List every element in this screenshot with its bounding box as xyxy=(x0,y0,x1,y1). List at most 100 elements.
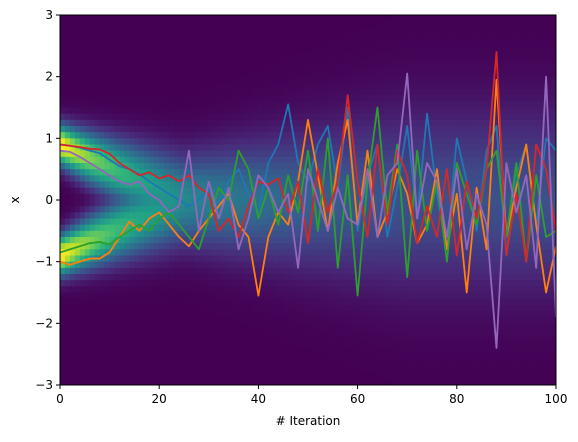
heatmap-cell xyxy=(461,341,468,349)
heatmap-cell xyxy=(436,82,443,90)
heatmap-cell xyxy=(84,249,91,257)
heatmap-cell xyxy=(312,218,319,226)
heatmap-cell xyxy=(60,27,66,35)
heatmap-cell xyxy=(362,76,369,84)
heatmap-cell xyxy=(184,206,190,213)
heatmap-cell xyxy=(427,237,433,244)
heatmap-cell xyxy=(377,360,383,368)
heatmap-cell xyxy=(367,119,374,127)
heatmap-cell xyxy=(223,366,230,374)
heatmap-cell xyxy=(387,70,393,78)
heatmap-cell xyxy=(263,212,269,220)
heatmap-cell xyxy=(69,292,76,300)
heatmap-cell xyxy=(446,89,453,96)
heatmap-cell xyxy=(114,76,121,84)
heatmap-cell xyxy=(119,323,126,331)
heatmap-cell xyxy=(466,206,473,213)
heatmap-cell xyxy=(352,175,359,183)
heatmap-cell xyxy=(461,107,468,115)
heatmap-cell xyxy=(218,286,225,294)
heatmap-cell xyxy=(466,163,473,170)
heatmap-cell xyxy=(179,169,185,176)
heatmap-cell xyxy=(94,45,101,53)
heatmap-cell xyxy=(164,144,170,152)
heatmap-cell xyxy=(223,163,230,170)
heatmap-cell xyxy=(407,341,413,349)
heatmap-cell xyxy=(288,323,294,331)
heatmap-cell xyxy=(149,45,155,53)
heatmap-cell xyxy=(432,33,438,41)
heatmap-cell xyxy=(84,113,91,121)
heatmap-cell xyxy=(332,218,339,226)
heatmap-cell xyxy=(317,249,324,257)
heatmap-cell xyxy=(382,335,388,343)
heatmap-cell xyxy=(124,156,131,164)
heatmap-cell xyxy=(332,181,339,189)
heatmap-cell xyxy=(377,230,383,238)
heatmap-cell xyxy=(332,298,339,306)
heatmap-cell xyxy=(69,126,76,133)
heatmap-cell xyxy=(134,261,140,269)
heatmap-cell xyxy=(154,187,160,195)
heatmap-cell xyxy=(441,27,448,35)
heatmap-cell xyxy=(129,286,135,294)
heatmap-cell xyxy=(228,274,235,281)
heatmap-cell xyxy=(392,58,398,65)
heatmap-cell xyxy=(278,286,284,294)
heatmap-cell xyxy=(124,113,131,121)
heatmap-cell xyxy=(288,126,294,133)
heatmap-cell xyxy=(308,144,314,152)
heatmap-cell xyxy=(109,187,116,195)
heatmap-cell xyxy=(357,58,364,65)
heatmap-cell xyxy=(179,212,185,220)
heatmap-cell xyxy=(427,175,433,183)
heatmap-cell xyxy=(109,261,116,269)
heatmap-cell xyxy=(422,341,428,349)
heatmap-cell xyxy=(248,230,255,238)
heatmap-cell xyxy=(124,89,131,96)
heatmap-cell xyxy=(308,27,314,35)
heatmap-cell xyxy=(124,95,131,102)
heatmap-cell xyxy=(273,348,279,355)
heatmap-cell xyxy=(352,378,359,385)
heatmap-cell xyxy=(238,126,245,133)
heatmap-cell xyxy=(94,138,101,146)
heatmap-cell xyxy=(268,15,274,22)
heatmap-cell xyxy=(253,33,259,41)
heatmap-cell xyxy=(233,82,240,90)
heatmap-cell xyxy=(367,52,374,59)
heatmap-cell xyxy=(327,76,334,84)
heatmap-cell xyxy=(144,230,150,238)
heatmap-cell xyxy=(89,298,96,306)
heatmap-cell xyxy=(352,341,359,349)
heatmap-cell xyxy=(213,39,220,47)
heatmap-cell xyxy=(124,317,131,324)
heatmap-cell xyxy=(233,261,240,269)
heatmap-cell xyxy=(352,298,359,306)
heatmap-cell xyxy=(228,317,235,324)
heatmap-cell xyxy=(466,335,473,343)
heatmap-cell xyxy=(233,193,240,201)
heatmap-cell xyxy=(412,218,418,226)
heatmap-cell xyxy=(159,298,165,306)
heatmap-cell xyxy=(119,138,126,146)
heatmap-cell xyxy=(263,311,269,318)
heatmap-cell xyxy=(372,89,379,96)
heatmap-cell xyxy=(248,261,255,269)
heatmap-cell xyxy=(397,218,403,226)
heatmap-cell xyxy=(129,132,135,139)
heatmap-cell xyxy=(377,372,383,380)
heatmap-cell xyxy=(188,317,195,324)
heatmap-cell xyxy=(312,27,319,35)
heatmap-cell xyxy=(451,354,458,361)
heatmap-cell xyxy=(99,378,106,385)
heatmap-cell xyxy=(79,323,86,331)
heatmap-cell xyxy=(84,218,91,226)
heatmap-cell xyxy=(298,169,304,176)
heatmap-cell xyxy=(268,144,274,152)
heatmap-cell xyxy=(134,181,140,189)
heatmap-cell xyxy=(203,58,210,65)
heatmap-cell xyxy=(238,119,245,127)
heatmap-cell xyxy=(337,360,344,368)
heatmap-cell xyxy=(347,230,354,238)
